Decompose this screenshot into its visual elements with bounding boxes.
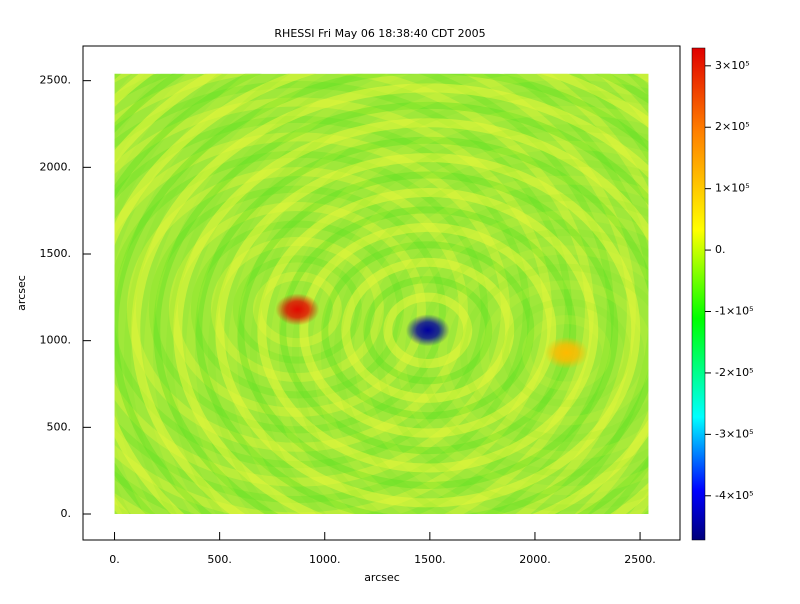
- ring: [237, 171, 619, 489]
- ring: [166, 73, 364, 514]
- ring: [131, 83, 649, 514]
- ring: [341, 257, 515, 403]
- ring: [208, 73, 467, 514]
- ring: [124, 73, 291, 514]
- y-tick-label: 0.: [61, 507, 72, 520]
- ring: [232, 255, 362, 364]
- ring: [114, 73, 649, 514]
- y-tick-label: 1000.: [40, 334, 72, 347]
- ring: [250, 89, 649, 514]
- ring: [279, 206, 577, 455]
- ring: [418, 228, 649, 477]
- ring: [521, 315, 611, 391]
- source: [544, 336, 589, 369]
- ring: [144, 73, 327, 514]
- ring: [195, 136, 649, 514]
- ring: [153, 101, 649, 514]
- colorbar-tick-label: 3×10⁵: [715, 59, 750, 72]
- colorbar: [691, 47, 706, 541]
- ring: [186, 73, 411, 514]
- colorbar-tick-label: -1×10⁵: [715, 305, 754, 318]
- x-tick-label: 1000.: [309, 553, 341, 566]
- colorbar-tick-label: -4×10⁵: [715, 489, 754, 502]
- ring: [114, 73, 614, 514]
- ring: [114, 115, 530, 503]
- ring: [334, 159, 649, 514]
- x-tick-label: 0.: [109, 553, 120, 566]
- x-tick-label: 2500.: [624, 553, 656, 566]
- ring: [354, 175, 649, 514]
- ring: [257, 187, 599, 473]
- x-tick-label: 1500.: [414, 553, 446, 566]
- plot-frame: [82, 45, 681, 541]
- chart-title: RHESSI Fri May 06 18:38:40 CDT 2005: [274, 27, 485, 40]
- ring: [299, 222, 557, 438]
- ring: [312, 140, 649, 514]
- ring: [292, 124, 649, 514]
- ring: [396, 210, 649, 496]
- colorbar-tick-label: 1×10⁵: [715, 182, 750, 195]
- ring: [252, 271, 342, 348]
- x-axis-label: arcsec: [364, 571, 400, 584]
- y-tick-label: 2500.: [40, 74, 72, 87]
- source: [275, 293, 320, 326]
- y-tick-label: 2000.: [40, 160, 72, 173]
- colorbar-tick-label: -2×10⁵: [715, 366, 754, 379]
- ring: [438, 245, 649, 461]
- colorbar-tick-label: -3×10⁵: [715, 427, 754, 440]
- x-tick-label: 500.: [207, 553, 232, 566]
- ring: [321, 241, 535, 420]
- colorbar-tick-label: 0.: [715, 243, 726, 256]
- ring: [383, 292, 473, 368]
- ring: [215, 153, 641, 508]
- ring: [501, 298, 631, 407]
- ring: [173, 118, 649, 514]
- x-tick-label: 2000.: [519, 553, 551, 566]
- colorbar-tick-label: 2×10⁵: [715, 120, 750, 133]
- y-tick-label: 500.: [47, 420, 72, 433]
- ring: [460, 263, 649, 442]
- ring: [228, 73, 649, 514]
- y-axis-label: arcsec: [15, 275, 28, 311]
- ring: [376, 194, 649, 512]
- source: [405, 314, 450, 347]
- y-tick-label: 1500.: [40, 247, 72, 260]
- ring: [114, 81, 572, 514]
- ring: [480, 280, 649, 426]
- heatmap-background: [114, 73, 649, 514]
- ring: [363, 276, 493, 385]
- ring: [148, 185, 446, 434]
- ring: [270, 106, 649, 514]
